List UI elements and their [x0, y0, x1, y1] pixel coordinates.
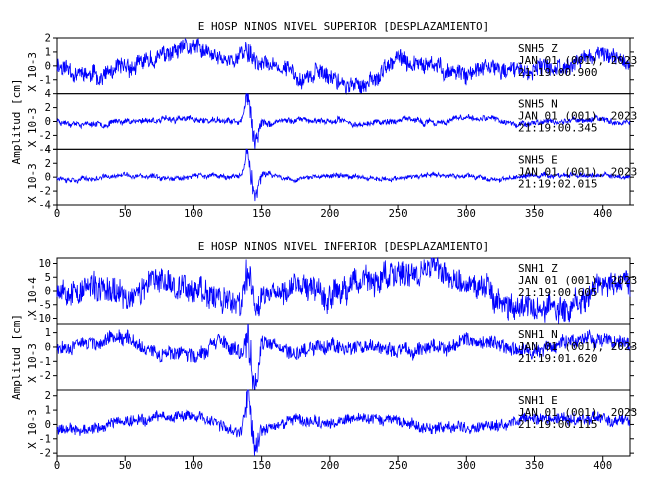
y-tick-label: 4 [45, 144, 51, 156]
station-annotation: JAN 01 (001), 2023 [518, 406, 637, 419]
y-tick-label: 2 [45, 390, 51, 402]
y-tick-label: -4 [38, 200, 51, 212]
y-tick-label: -10 [32, 313, 51, 325]
y-tick-label: -5 [38, 299, 51, 311]
seismic-trace-line [56, 389, 631, 457]
y-tick-label: 10 [38, 258, 51, 270]
station-annotation: JAN 01 (001), 2023 [518, 340, 637, 353]
seismic-trace-line [56, 323, 631, 391]
x-tick-label: 50 [119, 460, 132, 472]
seismogram-panel-group: E HOSP NINOS NIVEL INFERIOR [DESPLAZAMIE… [10, 240, 637, 472]
x-tick-label: 100 [184, 460, 203, 472]
x-tick-label: 0 [54, 208, 60, 220]
station-annotation: SNH1 N [518, 328, 558, 341]
y-tick-label: 5 [45, 272, 51, 284]
chart-title: E HOSP NINOS NIVEL INFERIOR [DESPLAZAMIE… [198, 240, 489, 253]
x-tick-label: 400 [593, 460, 612, 472]
station-annotation: JAN 01 (001), 2023 [518, 165, 637, 178]
x-tick-label: 0 [54, 460, 60, 472]
y-tick-label: -2 [38, 130, 51, 142]
station-annotation: SNH5 E [518, 153, 558, 166]
y-scale-label: X 10-4 [26, 277, 39, 317]
y-scale-label: X 10-3 [26, 108, 39, 148]
y-axis-label: Amplitud [cm] [10, 78, 23, 164]
station-annotation: 21:19:02.015 [518, 177, 597, 190]
seismic-trace-line [56, 37, 631, 96]
x-tick-label: 100 [184, 208, 203, 220]
y-tick-label: -1 [38, 356, 51, 368]
y-tick-label: 0 [45, 341, 51, 353]
y-tick-label: 4 [45, 88, 51, 100]
y-tick-label: 2 [45, 33, 51, 45]
x-tick-label: 400 [593, 208, 612, 220]
x-tick-label: 350 [525, 208, 544, 220]
y-tick-label: 0 [45, 286, 51, 298]
y-scale-label: X 10-3 [26, 163, 39, 203]
chart-title: E HOSP NINOS NIVEL SUPERIOR [DESPLAZAMIE… [198, 20, 489, 33]
x-tick-label: 350 [525, 460, 544, 472]
x-tick-label: 50 [119, 208, 132, 220]
x-tick-label: 200 [320, 460, 339, 472]
x-tick-label: 150 [252, 208, 271, 220]
station-annotation: JAN 01 (001), 2023 [518, 110, 637, 123]
y-tick-label: -1 [38, 433, 51, 445]
station-annotation: 21:19:00.605 [518, 286, 597, 299]
station-annotation: JAN 01 (001), 2023 [518, 54, 637, 67]
y-tick-label: 1 [45, 405, 51, 417]
y-scale-label: X 10-3 [26, 52, 39, 92]
y-tick-label: 2 [45, 102, 51, 114]
station-annotation: 21:19:01.620 [518, 352, 597, 365]
y-axis-label: Amplitud [cm] [10, 314, 23, 400]
station-annotation: SNH5 Z [518, 42, 558, 55]
y-tick-label: 1 [45, 46, 51, 58]
station-annotation: JAN 01 (001), 2023 [518, 274, 637, 287]
station-annotation: SNH1 E [518, 394, 558, 407]
x-tick-label: 250 [389, 460, 408, 472]
station-annotation: SNH5 N [518, 98, 558, 111]
seismic-trace-line [56, 256, 631, 325]
y-scale-label: X 10-3 [26, 409, 39, 449]
y-tick-label: -2 [38, 448, 51, 460]
station-annotation: 21:19:00.900 [518, 66, 597, 79]
y-tick-label: 0 [45, 419, 51, 431]
y-tick-label: -4 [38, 144, 51, 156]
y-tick-label: 0 [45, 172, 51, 184]
station-annotation: SNH1 Z [518, 262, 558, 275]
y-scale-label: X 10-3 [26, 343, 39, 383]
x-tick-label: 300 [457, 208, 476, 220]
seismogram-panel-group: E HOSP NINOS NIVEL SUPERIOR [DESPLAZAMIE… [10, 20, 637, 220]
y-tick-label: -2 [38, 186, 51, 198]
station-annotation: 21:19:00.115 [518, 418, 597, 431]
seismic-trace-line [56, 148, 631, 202]
x-tick-label: 250 [389, 208, 408, 220]
x-tick-label: 150 [252, 460, 271, 472]
y-tick-label: 0 [45, 60, 51, 72]
x-tick-label: 200 [320, 208, 339, 220]
y-tick-label: -1 [38, 74, 51, 86]
trace-panel-frame [56, 389, 631, 457]
station-annotation: 21:19:00.345 [518, 122, 597, 135]
y-tick-label: 0 [45, 116, 51, 128]
y-tick-label: 1 [45, 327, 51, 339]
y-tick-label: 2 [45, 158, 51, 170]
y-tick-label: -2 [38, 370, 51, 382]
seismic-trace-line [56, 93, 631, 150]
x-tick-label: 300 [457, 460, 476, 472]
